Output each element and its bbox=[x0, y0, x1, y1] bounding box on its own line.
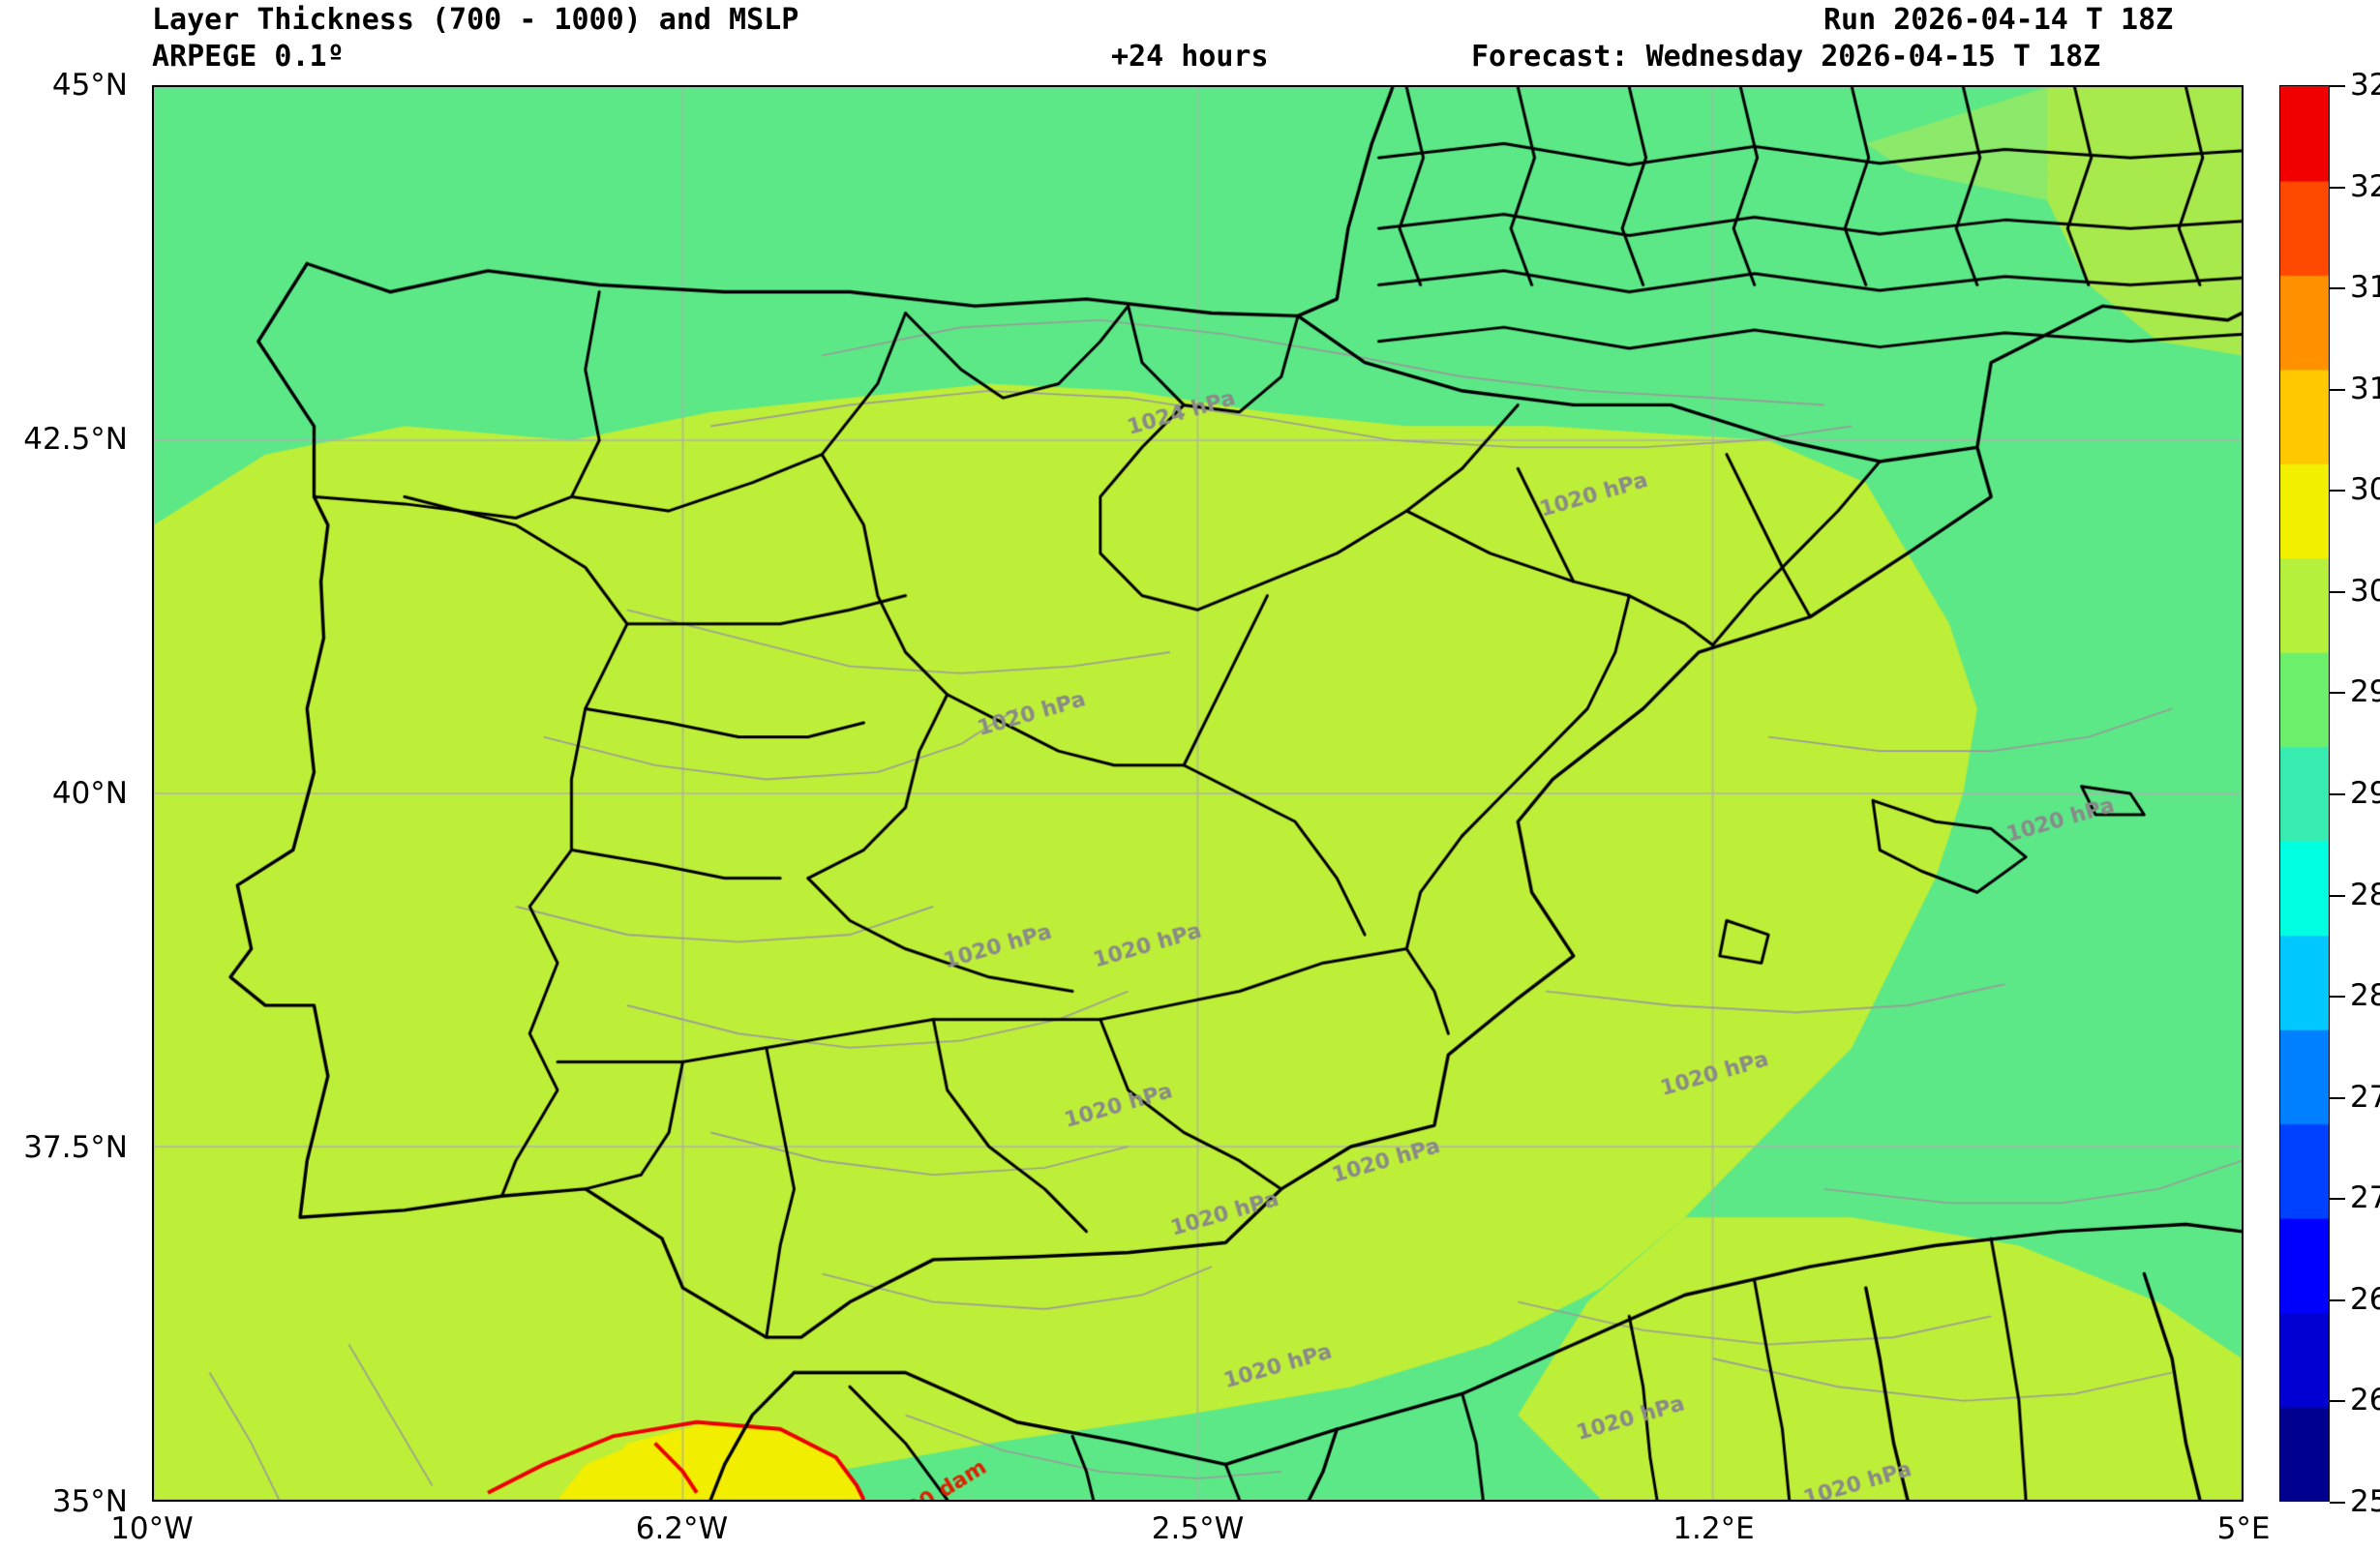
colorbar-tick-mark bbox=[2330, 1298, 2345, 1301]
colorbar-tick-label: 260 bbox=[2350, 1383, 2380, 1418]
latitude-tick-label: 35°N bbox=[51, 1484, 128, 1519]
colorbar-tick-mark bbox=[2330, 590, 2345, 593]
colorbar-tick-mark bbox=[2330, 1400, 2345, 1403]
colorbar-tick-mark bbox=[2330, 1096, 2345, 1099]
map-plot-area bbox=[152, 85, 2244, 1502]
colorbar-tick-mark bbox=[2330, 85, 2345, 87]
colorbar-tick-label: 255 bbox=[2350, 1484, 2380, 1519]
lead-time-label: +24 hours bbox=[1111, 40, 1269, 74]
colorbar-tick-label: 280 bbox=[2350, 978, 2380, 1014]
colorbar-tick-label: 320 bbox=[2350, 168, 2380, 204]
colorbar-tick-mark bbox=[2330, 1502, 2345, 1504]
longitude-tick-label: 6.2°W bbox=[635, 1511, 729, 1546]
colorbar-tick-mark bbox=[2330, 793, 2345, 795]
colorbar-tick-label: 290 bbox=[2350, 776, 2380, 811]
colorbar-tick-label: 270 bbox=[2350, 1180, 2380, 1216]
colorbar-tick-mark bbox=[2330, 490, 2345, 492]
colorbar-tick-mark bbox=[2330, 692, 2345, 695]
colorbar-tick-label: 300 bbox=[2350, 573, 2380, 609]
colorbar-tick-label: 305 bbox=[2350, 472, 2380, 508]
longitude-tick-label: 1.2°E bbox=[1672, 1511, 1755, 1546]
colorbar-tick-mark bbox=[2330, 1198, 2345, 1201]
colorbar-tick-mark bbox=[2330, 287, 2345, 290]
colorbar-tick-mark bbox=[2330, 388, 2345, 391]
latitude-tick-label: 40°N bbox=[51, 776, 128, 811]
model-label: ARPEGE 0.1º bbox=[152, 40, 345, 74]
longitude-tick-label: 2.5°W bbox=[1151, 1511, 1245, 1546]
colorbar-tick-label: 265 bbox=[2350, 1281, 2380, 1317]
map-canvas bbox=[154, 87, 2242, 1500]
colorbar bbox=[2279, 85, 2330, 1502]
forecast-info-label: Forecast: Wednesday 2026-04-15 T 18Z bbox=[1471, 40, 2101, 74]
colorbar-tick-label: 285 bbox=[2350, 877, 2380, 912]
colorbar-tick-label: 325 bbox=[2350, 68, 2380, 103]
longitude-tick-label: 10°W bbox=[110, 1511, 194, 1546]
latitude-tick-label: 45°N bbox=[51, 68, 128, 103]
colorbar-tick-label: 310 bbox=[2350, 371, 2380, 406]
colorbar-tick-label: 315 bbox=[2350, 270, 2380, 306]
page-title: Layer Thickness (700 - 1000) and MSLP bbox=[152, 3, 799, 37]
colorbar-gradient bbox=[2280, 86, 2329, 1501]
colorbar-tick-mark bbox=[2330, 894, 2345, 897]
colorbar-tick-mark bbox=[2330, 996, 2345, 999]
latitude-tick-label: 37.5°N bbox=[23, 1130, 128, 1165]
latitude-tick-label: 42.5°N bbox=[23, 422, 128, 457]
colorbar-tick-mark bbox=[2330, 186, 2345, 189]
colorbar-tick-label: 295 bbox=[2350, 674, 2380, 710]
run-info-label: Run 2026-04-14 T 18Z bbox=[1823, 3, 2174, 37]
colorbar-tick-label: 275 bbox=[2350, 1079, 2380, 1115]
longitude-tick-label: 5°E bbox=[2216, 1511, 2271, 1546]
